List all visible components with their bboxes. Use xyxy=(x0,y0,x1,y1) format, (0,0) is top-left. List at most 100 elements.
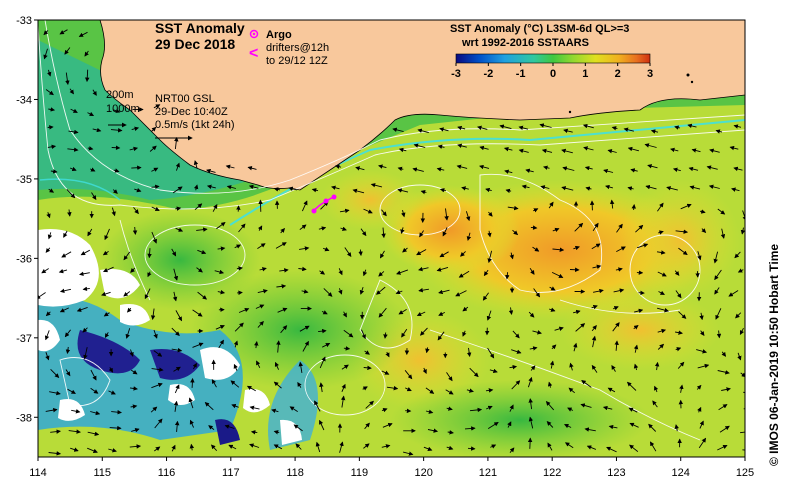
current-arrow-icon xyxy=(65,72,70,86)
current-arrow-icon xyxy=(698,437,707,449)
current-arrow-icon xyxy=(355,166,365,171)
current-arrow-icon xyxy=(298,266,307,272)
current-arrow-icon xyxy=(591,305,598,310)
current-arrow-icon xyxy=(87,146,94,151)
current-arrow-icon xyxy=(129,349,134,357)
current-arrow-icon xyxy=(464,426,476,431)
current-arrow-icon xyxy=(607,387,616,393)
current-arrow-icon xyxy=(129,386,138,391)
current-arrow-icon xyxy=(701,228,707,234)
current-arrow-icon xyxy=(204,401,214,411)
current-arrow-icon xyxy=(438,289,450,295)
current-arrow-icon xyxy=(133,207,139,215)
current-arrow-icon xyxy=(549,360,555,369)
current-arrow-icon xyxy=(319,419,325,431)
current-arrow-icon xyxy=(109,425,122,431)
current-arrow-icon xyxy=(103,312,110,317)
current-arrow-icon xyxy=(461,186,469,191)
current-arrow-icon xyxy=(735,312,742,319)
current-arrow-icon xyxy=(151,184,160,190)
current-arrow-icon xyxy=(404,370,413,380)
current-arrow-icon xyxy=(123,251,131,261)
current-arrow-icon xyxy=(612,306,619,311)
current-arrow-icon xyxy=(59,307,69,313)
current-arrow-icon xyxy=(650,441,657,452)
current-arrow-icon xyxy=(460,251,466,257)
current-arrow-icon xyxy=(172,291,178,302)
current-arrow-icon xyxy=(650,129,659,134)
current-arrow-icon xyxy=(699,209,706,214)
current-arrow-icon xyxy=(64,329,71,338)
current-arrow-icon xyxy=(215,325,225,330)
current-arrow-icon xyxy=(362,269,368,277)
current-arrow-icon xyxy=(629,444,639,452)
current-arrow-icon xyxy=(728,290,739,297)
current-arrow-icon xyxy=(59,29,68,35)
left-legend: 200m 1000m NRT00 GSL 29-Dec 10:40Z 0.5m/… xyxy=(106,89,234,141)
current-arrow-icon xyxy=(44,330,50,341)
current-arrow-icon xyxy=(532,246,540,252)
current-arrow-icon xyxy=(635,224,644,233)
current-arrow-icon xyxy=(175,206,182,211)
current-arrow-icon xyxy=(338,268,343,276)
current-arrow-icon xyxy=(547,442,553,451)
current-arrow-icon xyxy=(381,227,386,239)
current-arrow-icon xyxy=(257,225,263,231)
map-date: 29 Dec 2018 xyxy=(155,36,235,52)
current-arrow-icon xyxy=(110,128,123,133)
current-arrow-icon xyxy=(518,148,529,154)
current-arrow-icon xyxy=(508,307,514,315)
current-arrow-icon xyxy=(511,349,522,354)
current-arrow-icon xyxy=(607,149,617,154)
current-arrow-icon xyxy=(69,166,77,172)
current-arrow-icon xyxy=(175,227,184,232)
current-arrow-icon xyxy=(397,188,409,193)
current-arrow-icon xyxy=(38,292,46,300)
current-arrow-icon xyxy=(627,146,640,152)
current-arrow-icon xyxy=(737,268,744,273)
current-arrow-icon xyxy=(416,311,426,317)
current-arrow-icon xyxy=(657,271,667,277)
current-arrow-icon xyxy=(543,165,550,170)
current-arrow-icon xyxy=(113,168,120,173)
current-arrow-icon xyxy=(458,270,470,278)
credit-text: © IMOS 06-Jan-2019 10:50 Hobart Time xyxy=(767,244,781,466)
current-arrow-icon xyxy=(255,304,265,309)
current-arrow-icon xyxy=(486,405,493,410)
current-arrow-icon xyxy=(742,210,745,222)
current-arrow-icon xyxy=(362,386,368,391)
y-tick-label: -37 xyxy=(16,333,32,345)
current-arrow-icon xyxy=(358,249,363,257)
current-arrow-icon xyxy=(299,224,307,230)
current-arrow-icon xyxy=(658,290,665,295)
current-arrow-icon xyxy=(656,250,666,255)
current-arrow-icon xyxy=(717,444,728,451)
current-arrow-icon xyxy=(584,427,596,432)
current-arrow-icon xyxy=(714,269,722,281)
y-tick-label: -35 xyxy=(16,174,32,186)
current-arrow-icon xyxy=(466,232,472,241)
current-arrow-icon xyxy=(71,409,81,414)
current-arrow-icon xyxy=(84,50,89,57)
y-tick-label: -33 xyxy=(16,15,32,27)
current-arrow-icon xyxy=(718,404,728,411)
current-arrow-icon xyxy=(482,292,489,301)
current-arrow-icon xyxy=(675,290,682,299)
current-arrow-icon xyxy=(47,144,57,150)
current-arrow-icon xyxy=(256,360,261,368)
current-arrow-icon xyxy=(257,320,264,328)
current-arrow-icon xyxy=(298,361,304,373)
current-arrow-icon xyxy=(654,361,660,371)
current-arrow-icon xyxy=(47,69,52,77)
current-arrow-icon xyxy=(352,188,365,194)
current-arrow-icon xyxy=(648,423,657,432)
current-arrow-icon xyxy=(153,350,163,357)
current-arrow-icon xyxy=(151,167,159,172)
current-arrow-icon xyxy=(631,204,637,211)
argo-drifter-tracks xyxy=(311,194,337,214)
current-arrow-icon xyxy=(743,391,745,394)
current-vectors xyxy=(38,29,745,456)
current-arrow-icon xyxy=(132,226,138,235)
current-arrow-icon xyxy=(462,306,469,312)
current-arrow-icon xyxy=(401,328,408,338)
